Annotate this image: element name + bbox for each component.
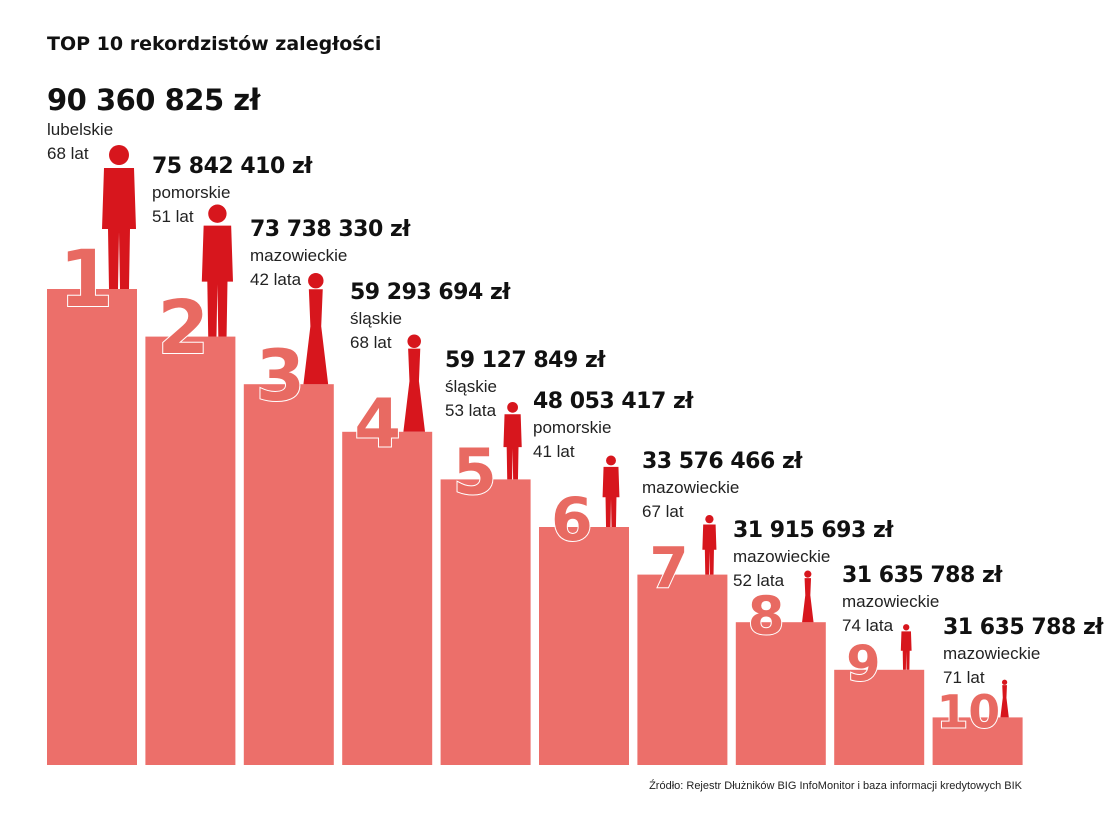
- figure-body: [102, 168, 136, 289]
- person-figure: [403, 334, 426, 432]
- rank-number: 10: [937, 685, 1000, 738]
- person-figure: [201, 204, 233, 337]
- figure-head: [606, 455, 616, 466]
- region: mazowieckie: [842, 592, 939, 611]
- rank-number: 8: [748, 586, 785, 647]
- figure-head: [407, 334, 421, 348]
- figure-body: [1000, 685, 1009, 718]
- amount: 33 576 466 zł: [642, 449, 803, 474]
- figure-head: [308, 272, 324, 289]
- source: Źródło: Rejestr Dłużników BIG InfoMonito…: [649, 779, 1023, 792]
- figure-body: [403, 348, 426, 432]
- figure-head: [903, 624, 910, 631]
- person-figure: [900, 624, 912, 670]
- step: [440, 479, 531, 765]
- rank-number: 1: [59, 235, 113, 325]
- rank-number: 7: [649, 536, 688, 601]
- age: 74 lata: [842, 616, 894, 635]
- step: [342, 431, 433, 765]
- region: lubelskie: [47, 120, 113, 139]
- amount: 31 915 693 zł: [733, 518, 894, 543]
- amount: 48 053 417 zł: [533, 389, 694, 414]
- region: mazowieckie: [250, 246, 347, 265]
- age: 67 lat: [642, 502, 684, 521]
- step: [932, 717, 1023, 765]
- person-figure: [1000, 679, 1009, 718]
- amount: 73 738 330 zł: [250, 217, 411, 242]
- age: 52 lata: [733, 571, 785, 590]
- title: TOP 10 rekordzistów zaległości: [47, 33, 381, 55]
- person-figure: [102, 145, 136, 289]
- amount: 31 635 788 zł: [943, 615, 1104, 640]
- rank-number: 5: [453, 434, 497, 508]
- figure-head: [109, 145, 129, 165]
- region: pomorskie: [152, 183, 230, 202]
- rank-number: 3: [256, 334, 305, 417]
- figure-head: [705, 515, 714, 524]
- step: [834, 669, 925, 765]
- rank-number: 2: [157, 284, 209, 371]
- step: [145, 336, 236, 765]
- figure-body: [802, 578, 814, 623]
- age: 41 lat: [533, 442, 575, 461]
- age: 71 lat: [943, 668, 985, 687]
- person-figure: [702, 515, 717, 575]
- person-figure: [602, 455, 620, 527]
- region: mazowieckie: [943, 644, 1040, 663]
- rank-number: 6: [551, 485, 593, 555]
- figure-head: [804, 570, 812, 578]
- rank-number: 9: [846, 635, 880, 693]
- step: [735, 622, 826, 765]
- amount: 75 842 410 zł: [152, 154, 313, 179]
- figure-body: [201, 225, 233, 337]
- figure-body: [503, 414, 522, 480]
- amount: 59 293 694 zł: [350, 280, 511, 305]
- figure-body: [602, 466, 620, 527]
- step: [47, 289, 137, 765]
- region: mazowieckie: [642, 478, 739, 497]
- amount: 31 635 788 zł: [842, 563, 1003, 588]
- amount: 59 127 849 zł: [445, 348, 606, 373]
- person-figure: [303, 272, 329, 385]
- age: 68 lat: [47, 144, 89, 163]
- region: śląskie: [445, 377, 497, 396]
- figure-body: [702, 524, 717, 575]
- age: 68 lat: [350, 333, 392, 352]
- figure-head: [1001, 679, 1008, 685]
- person-figure: [503, 401, 522, 480]
- region: mazowieckie: [733, 547, 830, 566]
- amount: 90 360 825 zł: [47, 83, 262, 117]
- region: śląskie: [350, 309, 402, 328]
- age: 42 lata: [250, 270, 302, 289]
- step: [539, 527, 629, 765]
- person-figure: [802, 570, 814, 623]
- step: [637, 574, 728, 765]
- figure-body: [303, 289, 329, 385]
- figure-body: [900, 631, 912, 670]
- figure-head: [208, 204, 227, 223]
- figure-head: [507, 401, 518, 413]
- region: pomorskie: [533, 418, 611, 437]
- age: 51 lat: [152, 207, 194, 226]
- age: 53 lata: [445, 401, 497, 420]
- step: [243, 384, 334, 765]
- rank-number: 4: [354, 385, 401, 463]
